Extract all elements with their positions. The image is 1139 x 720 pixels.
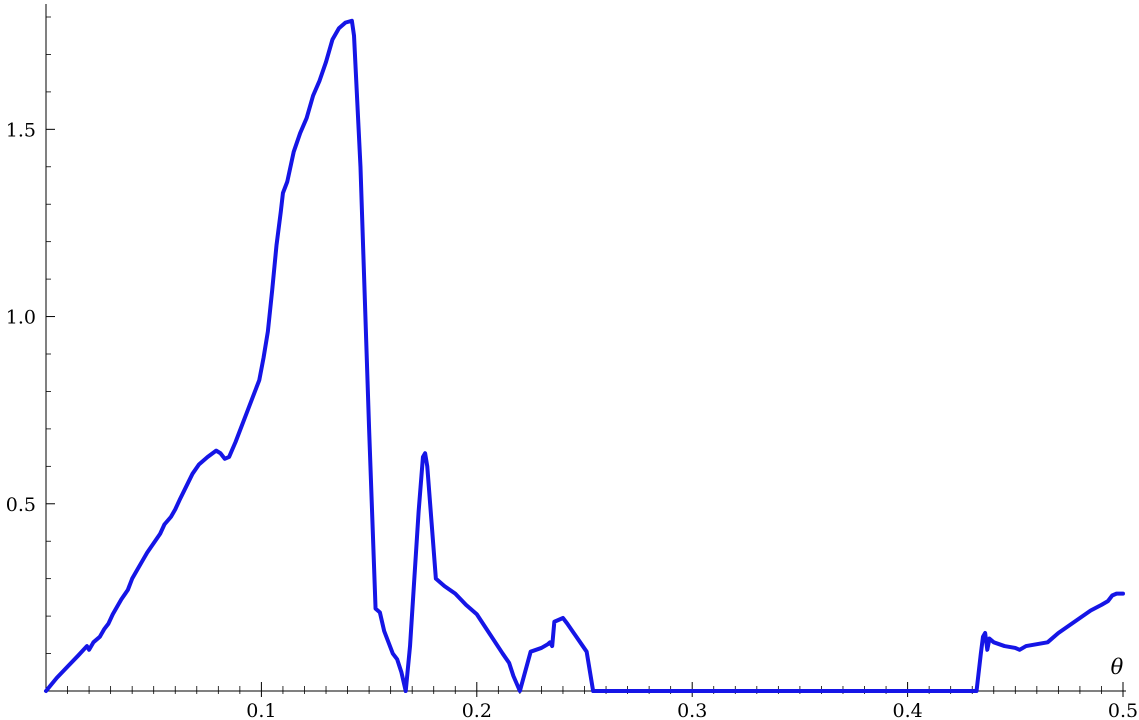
y-axis-ticks: 0.5 1.0 1.5 — [6, 16, 55, 654]
x-tick-label: 0.2 — [462, 700, 492, 720]
y-tick-label: 0.5 — [6, 494, 36, 516]
x-tick-label: 0.5 — [1108, 700, 1138, 720]
x-tick-label: 0.4 — [892, 700, 922, 720]
x-tick-label: 0.1 — [246, 700, 276, 720]
y-tick-label: 1.0 — [6, 307, 36, 329]
x-axis-ticks: 0.1 0.2 0.3 0.4 0.5 — [67, 682, 1138, 720]
series-line — [44, 18, 1125, 693]
axes — [45, 4, 1126, 692]
series-layer — [44, 18, 1125, 693]
x-axis-title: θ — [1111, 655, 1124, 679]
y-tick-label: 1.5 — [6, 119, 36, 141]
x-tick-label: 0.3 — [677, 700, 707, 720]
